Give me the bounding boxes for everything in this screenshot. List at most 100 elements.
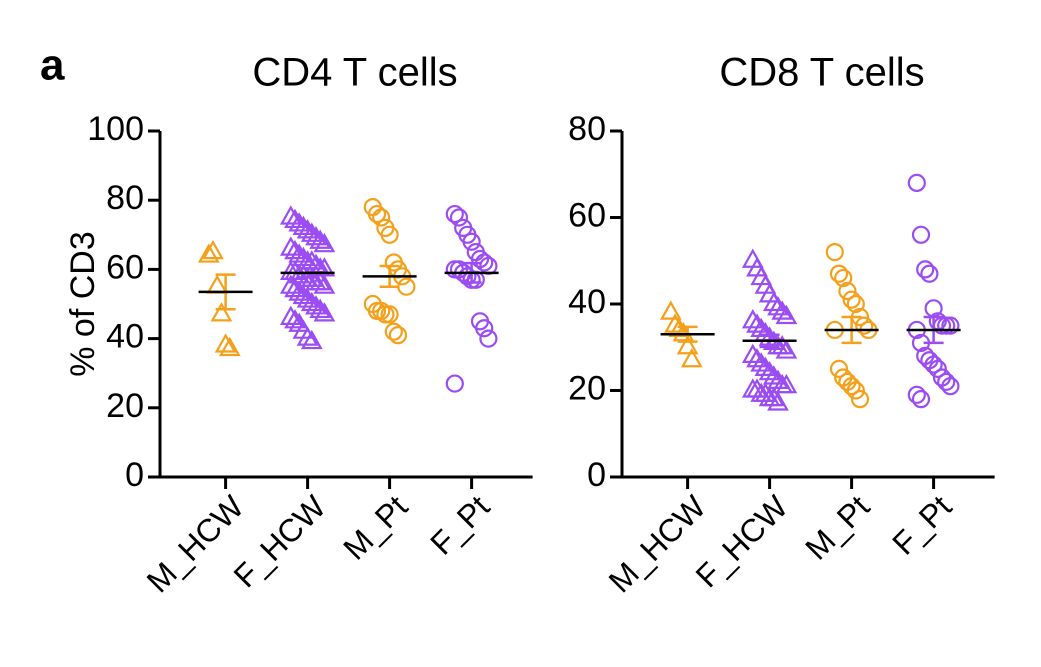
data-point <box>313 232 336 253</box>
data-point <box>288 243 311 263</box>
data-point <box>284 277 306 298</box>
data-point <box>214 333 237 353</box>
data-point <box>767 296 789 316</box>
data-point <box>210 302 233 322</box>
x-tick-label: F_Pt <box>885 488 958 561</box>
panel-label: a <box>40 41 65 90</box>
data-point <box>834 268 853 288</box>
data-point <box>754 382 777 402</box>
data-point <box>202 239 224 260</box>
data-point <box>279 236 302 256</box>
data-point <box>300 222 323 242</box>
data-point <box>842 377 861 396</box>
data-point <box>829 359 849 378</box>
data-point <box>206 274 229 294</box>
data-point <box>309 229 332 249</box>
data-point <box>445 374 464 393</box>
data-point <box>309 298 332 319</box>
data-point <box>775 373 798 394</box>
y-tick-label: 80 <box>106 179 144 217</box>
data-point <box>941 377 960 396</box>
data-point <box>475 319 494 338</box>
data-point <box>829 264 849 283</box>
data-point <box>384 322 403 341</box>
data-point <box>775 339 798 359</box>
data-point <box>279 305 302 325</box>
y-tick-label: 0 <box>587 456 606 494</box>
data-point <box>300 291 323 312</box>
y-tick-label: 80 <box>568 110 606 148</box>
data-point <box>449 208 469 227</box>
data-point <box>746 378 768 398</box>
data-point <box>197 243 220 263</box>
data-point <box>741 309 764 329</box>
data-point <box>911 390 931 409</box>
data-point <box>916 260 935 279</box>
data-point <box>741 343 764 363</box>
data-point <box>920 264 939 283</box>
data-point <box>380 305 399 324</box>
data-point <box>367 204 387 224</box>
data-point <box>659 300 682 320</box>
data-point <box>296 288 319 308</box>
data-point <box>928 359 947 378</box>
data-point <box>754 356 777 376</box>
data-point <box>775 304 798 325</box>
data-point <box>855 316 874 335</box>
data-point <box>479 329 498 348</box>
y-tick-label: 20 <box>106 387 144 425</box>
data-point <box>372 208 391 227</box>
data-point <box>296 219 319 239</box>
chart-title: CD4 T cells <box>252 51 457 95</box>
data-point <box>846 294 865 314</box>
data-point <box>292 284 315 305</box>
data-point <box>825 243 844 262</box>
x-tick-label: M_HCW <box>602 488 713 599</box>
data-point <box>937 372 956 391</box>
data-point <box>767 391 789 411</box>
data-point <box>676 335 699 355</box>
y-tick-label: 100 <box>87 110 144 148</box>
data-point <box>846 381 865 400</box>
data-point <box>941 316 960 335</box>
x-tick-label: M_Pt <box>336 488 414 566</box>
data-point <box>907 173 926 192</box>
data-point <box>767 369 789 389</box>
data-point <box>397 277 416 296</box>
data-point <box>309 270 332 291</box>
data-point <box>750 352 773 372</box>
data-point <box>279 205 302 225</box>
y-tick-label: 60 <box>106 248 144 286</box>
y-tick-label: 60 <box>568 196 606 234</box>
data-point <box>746 313 768 333</box>
x-tick-label: M_Pt <box>798 488 876 566</box>
data-point <box>218 336 241 357</box>
data-point <box>911 225 931 244</box>
data-point <box>842 290 861 309</box>
data-point <box>388 326 408 345</box>
y-axis-label: % of CD3 <box>64 231 102 377</box>
data-point <box>380 225 399 244</box>
data-point <box>284 208 306 229</box>
data-point <box>313 302 336 322</box>
data-point <box>462 232 481 251</box>
data-point <box>758 360 781 381</box>
y-tick-label: 0 <box>125 456 144 494</box>
data-point <box>762 365 785 385</box>
data-point <box>284 309 306 329</box>
data-point <box>664 313 686 333</box>
data-point <box>850 390 870 409</box>
data-point <box>313 274 336 294</box>
data-point <box>445 204 464 224</box>
data-point <box>771 335 794 355</box>
data-point <box>305 295 327 315</box>
y-tick-label: 20 <box>568 369 606 407</box>
data-point <box>300 329 323 350</box>
data-point <box>838 281 857 301</box>
data-point <box>288 281 311 301</box>
data-point <box>746 347 768 368</box>
y-tick-label: 40 <box>106 318 144 356</box>
data-point <box>284 239 306 260</box>
